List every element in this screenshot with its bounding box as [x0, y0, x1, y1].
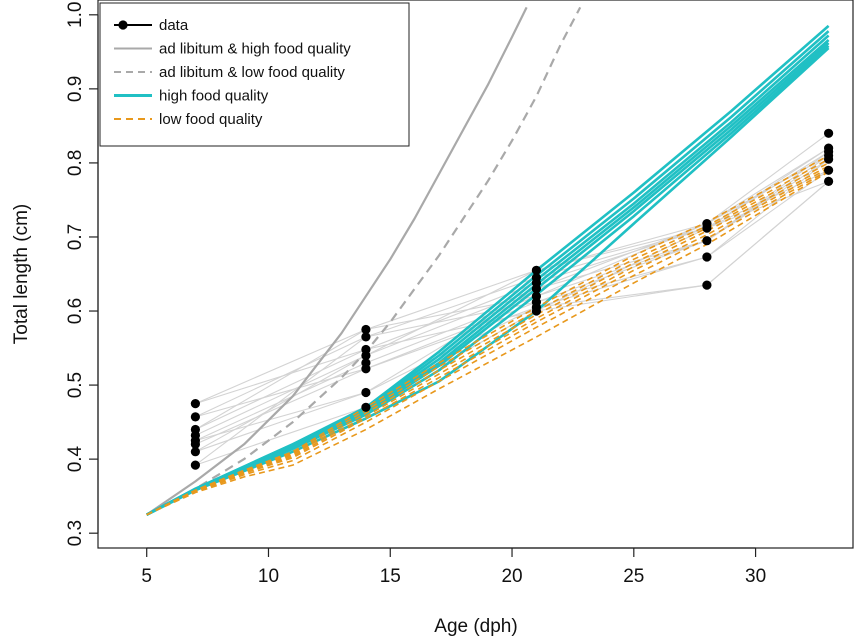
series-low-food-quality-line-5 [146, 167, 829, 516]
y-tick-label: 0.6 [65, 298, 86, 324]
y-tick-label: 1.0 [65, 2, 86, 28]
y-tick-label: 0.4 [65, 445, 86, 472]
legend-label-1: data [159, 17, 189, 34]
y-tick-label: 0.8 [65, 150, 86, 176]
model-series [146, 6, 830, 516]
data-point [531, 306, 542, 316]
data-point [361, 324, 371, 335]
data-point [361, 350, 371, 361]
individual-trajectory-11 [195, 158, 829, 418]
data-point [361, 387, 371, 398]
x-tick-label: 30 [745, 566, 766, 587]
x-tick-label: 5 [141, 566, 152, 587]
legend-label-3: ad libitum & low food quality [159, 64, 345, 81]
y-tick-label: 0.9 [65, 76, 86, 102]
x-tick-label: 15 [380, 566, 401, 587]
data-point [361, 364, 371, 374]
data-point [531, 284, 542, 294]
legend-label-4: high food quality [159, 88, 269, 105]
x-tick-label: 20 [501, 566, 522, 587]
individual-trajectory-8 [195, 180, 829, 466]
x-tick-label: 25 [623, 566, 644, 587]
legend-marker [118, 20, 128, 30]
x-tick-label: 10 [258, 566, 279, 587]
data-point [824, 128, 834, 138]
x-axis-title: Age (dph) [434, 616, 517, 637]
data-point [190, 399, 200, 409]
data-point [190, 447, 200, 457]
data-point [824, 165, 834, 175]
individual-trajectory-10 [195, 169, 829, 453]
legend-box [99, 2, 410, 147]
legend: data ad libitum & high food quality ad lib… [99, 2, 410, 147]
y-tick-label: 0.7 [65, 224, 86, 250]
legend-label-2: ad libitum & high food quality [159, 41, 351, 58]
data-point [824, 176, 834, 186]
data-point [702, 280, 712, 290]
data-point [190, 412, 200, 422]
data-point [702, 236, 712, 246]
series-low-food-quality-line-7 [146, 171, 830, 516]
data-point [190, 460, 200, 470]
data-point [361, 332, 371, 342]
series-low-food-quality-line-6 [146, 169, 829, 516]
data-point [361, 402, 371, 412]
data-point [702, 252, 712, 262]
y-axis-title: Total length (cm) [11, 204, 32, 344]
legend-label-5: low food quality [159, 111, 263, 128]
series-ad-libitum-high-food-quality-line-1 [146, 6, 528, 516]
data-point [531, 265, 542, 275]
data-points [190, 128, 834, 470]
y-tick-label: 0.5 [65, 372, 86, 398]
individual-trajectory-1 [195, 132, 829, 405]
data-point [702, 223, 712, 233]
y-tick-label: 0.3 [65, 520, 86, 546]
x-axis: 5 10 15 20 25 30 [141, 547, 766, 587]
data-point [824, 154, 834, 164]
y-axis: 0.3 0.4 0.5 0.6 0.7 0.8 0.9 1.0 [65, 2, 99, 546]
data-point [190, 439, 200, 449]
